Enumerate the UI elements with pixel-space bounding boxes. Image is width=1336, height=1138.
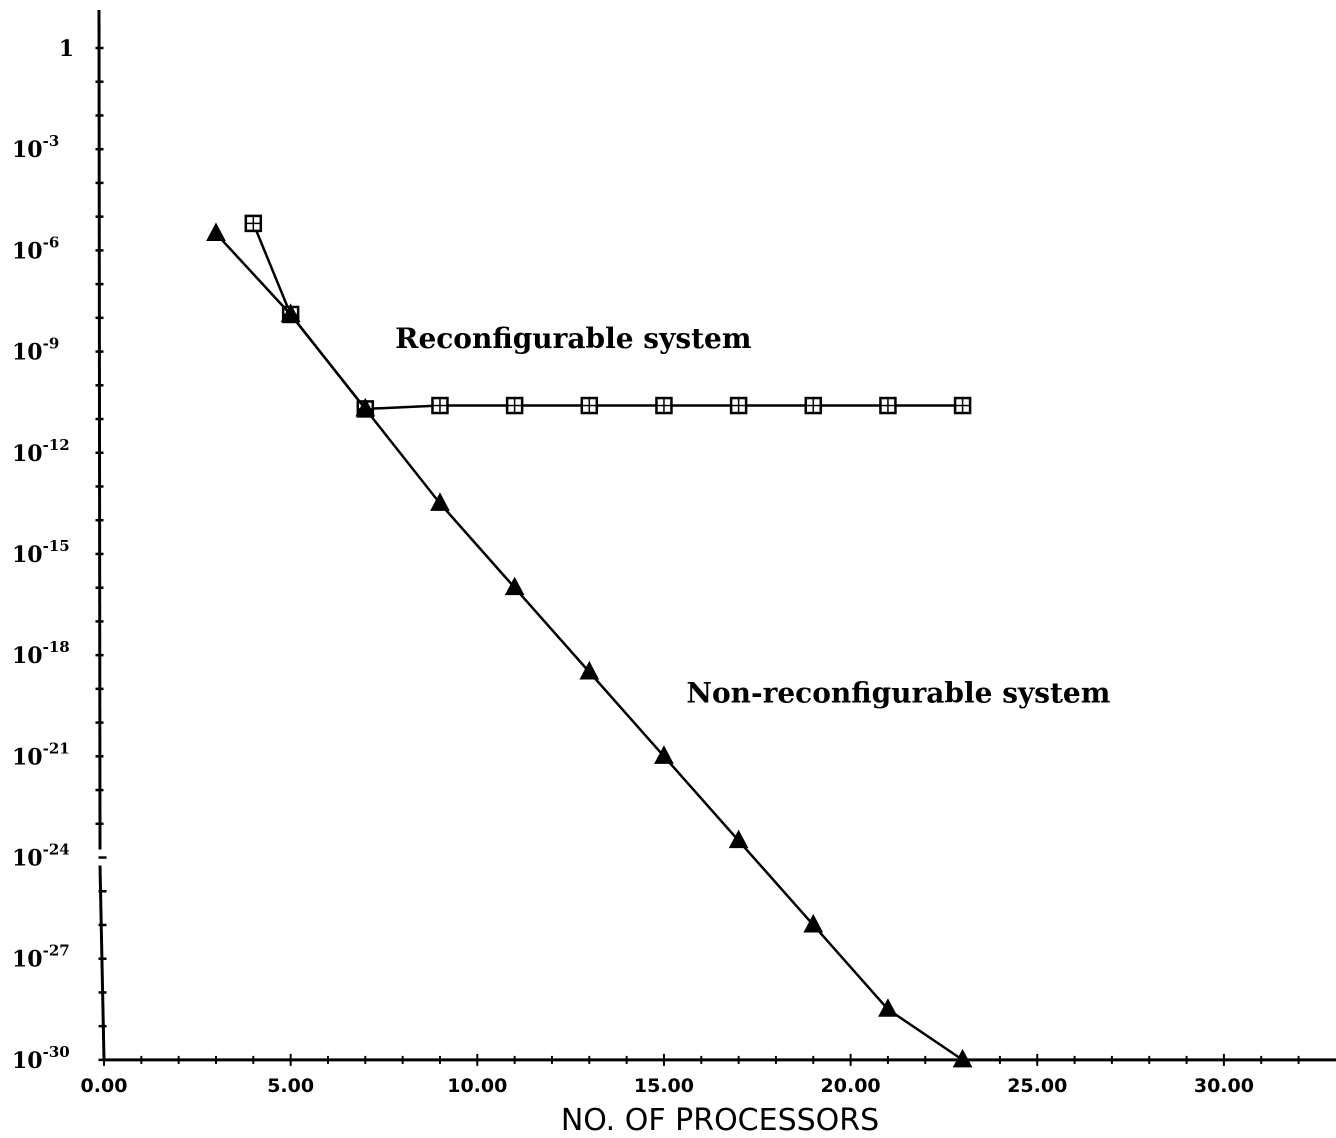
- y-tick-label: 10-18: [12, 638, 70, 669]
- series-non-reconfigurable: [206, 222, 973, 1068]
- y-tick-label-base: 10: [12, 744, 43, 770]
- triangle-marker: [803, 913, 824, 933]
- y-tick-label-base: 10: [12, 1048, 43, 1074]
- x-tick-label: 15.00: [634, 1075, 694, 1097]
- x-axis-title: NO. OF PROCESSORS: [561, 1103, 879, 1138]
- triangle-marker: [952, 1048, 973, 1068]
- y-tick-label-base: 10: [12, 542, 43, 568]
- y-tick-label-base: 10: [12, 238, 43, 264]
- series-annotation: Non-reconfigurable system: [686, 676, 1110, 709]
- x-tick-label: 25.00: [1007, 1075, 1067, 1097]
- triangle-marker: [878, 998, 898, 1017]
- y-tick-label-exponent: -12: [43, 436, 70, 454]
- y-tick-label-base: 10: [12, 643, 43, 669]
- series-line: [215, 232, 964, 1061]
- triangle-marker: [355, 397, 376, 417]
- triangle-marker: [206, 222, 226, 242]
- y-tick-label-exponent: -3: [43, 132, 60, 150]
- y-tick-label: 10-3: [12, 132, 59, 163]
- x-tick-label: 5.00: [267, 1075, 314, 1097]
- y-tick-label-exponent: -18: [43, 638, 70, 656]
- triangle-marker: [430, 492, 450, 511]
- y-tick-label-base: 10: [12, 340, 43, 366]
- y-tick-label: 10-9: [12, 335, 59, 366]
- series-layer: [206, 214, 973, 1068]
- y-tick-label: 10-27: [12, 942, 70, 973]
- x-tick-label: 0.00: [81, 1075, 128, 1097]
- series-reconfigurable: [244, 214, 972, 418]
- y-tick-label: 10-12: [12, 436, 70, 467]
- y-tick-label-exponent: -27: [43, 942, 70, 960]
- x-tick-label: 30.00: [1194, 1075, 1254, 1097]
- y-tick-label-exponent: -15: [43, 537, 70, 555]
- triangle-marker: [280, 303, 301, 322]
- y-tick-label: 10-15: [12, 537, 70, 568]
- y-tick-label: 10-30: [12, 1043, 70, 1074]
- y-tick-label-exponent: -24: [43, 841, 70, 859]
- y-tick-label-base: 10: [12, 947, 43, 973]
- triangle-marker: [579, 660, 600, 680]
- y-tick-label-exponent: -30: [43, 1043, 70, 1061]
- x-tick-label: 20.00: [821, 1075, 881, 1097]
- triangle-marker: [654, 745, 674, 764]
- axes: [95, 9, 1336, 1066]
- series-annotation: Reconfigurable system: [395, 322, 751, 355]
- y-tick-label: 10-6: [12, 233, 59, 264]
- y-tick-label-base: 10: [12, 846, 43, 872]
- x-tick-labels: 0.00 5.00 10.00 15.00 20.00 25.00 30.00: [81, 1075, 1254, 1097]
- annotations: Reconfigurable system Non-reconfigurable …: [395, 322, 1110, 709]
- y-axis-line: [98, 865, 106, 1060]
- series-line: [252, 222, 963, 411]
- triangle-marker: [504, 576, 525, 596]
- y-tick-label: 10-24: [12, 841, 70, 872]
- y-tick-label: 1: [59, 36, 74, 62]
- y-tick-label-base: 10: [12, 137, 43, 163]
- y-tick-labels: 110-310-610-910-1210-1510-1810-2110-2410…: [12, 36, 74, 1074]
- x-tick-label: 10.00: [447, 1075, 507, 1097]
- y-tick-label-base: 10: [12, 441, 43, 467]
- triangle-marker: [728, 829, 749, 849]
- y-tick-label-exponent: -9: [43, 335, 60, 353]
- y-tick-label-base: 1: [59, 36, 74, 62]
- y-tick-label-exponent: -21: [43, 739, 70, 757]
- y-tick-label: 10-21: [12, 739, 70, 770]
- y-tick-label-exponent: -6: [43, 233, 60, 251]
